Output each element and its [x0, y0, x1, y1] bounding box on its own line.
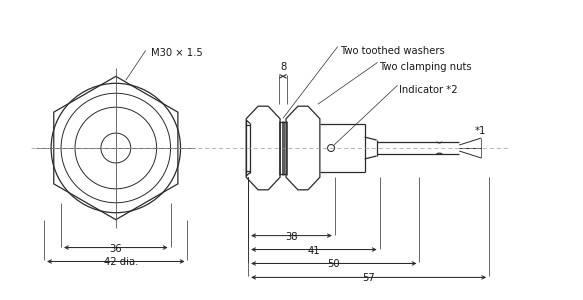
Text: Two toothed washers: Two toothed washers: [340, 46, 444, 56]
Text: 42 dia.: 42 dia.: [104, 257, 138, 268]
Text: 38: 38: [285, 232, 298, 242]
Text: 36: 36: [110, 244, 122, 254]
Text: 57: 57: [362, 273, 375, 284]
Text: 8: 8: [280, 62, 286, 72]
Text: 50: 50: [328, 260, 340, 269]
Text: Two clamping nuts: Two clamping nuts: [380, 62, 472, 72]
Text: M30 × 1.5: M30 × 1.5: [150, 49, 202, 58]
Text: *1: *1: [475, 126, 487, 136]
Text: 41: 41: [308, 245, 320, 256]
Text: Indicator *2: Indicator *2: [399, 85, 458, 95]
